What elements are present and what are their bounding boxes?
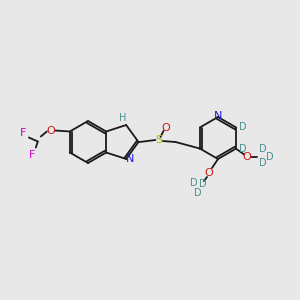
Text: N: N — [214, 111, 222, 121]
Text: O: O — [243, 152, 252, 161]
Text: D: D — [266, 152, 274, 161]
Text: D: D — [260, 145, 267, 154]
Text: N: N — [126, 154, 134, 164]
Text: D: D — [190, 178, 198, 188]
Text: O: O — [46, 125, 55, 136]
Text: D: D — [260, 158, 267, 169]
Text: D: D — [194, 188, 202, 198]
Text: O: O — [161, 123, 170, 133]
Text: D: D — [239, 122, 247, 131]
Text: F: F — [20, 128, 26, 139]
Text: H: H — [119, 113, 127, 123]
Text: O: O — [205, 168, 213, 178]
Text: F: F — [28, 149, 35, 160]
Text: D: D — [239, 145, 247, 154]
Text: S: S — [155, 135, 162, 145]
Text: D: D — [199, 179, 207, 189]
